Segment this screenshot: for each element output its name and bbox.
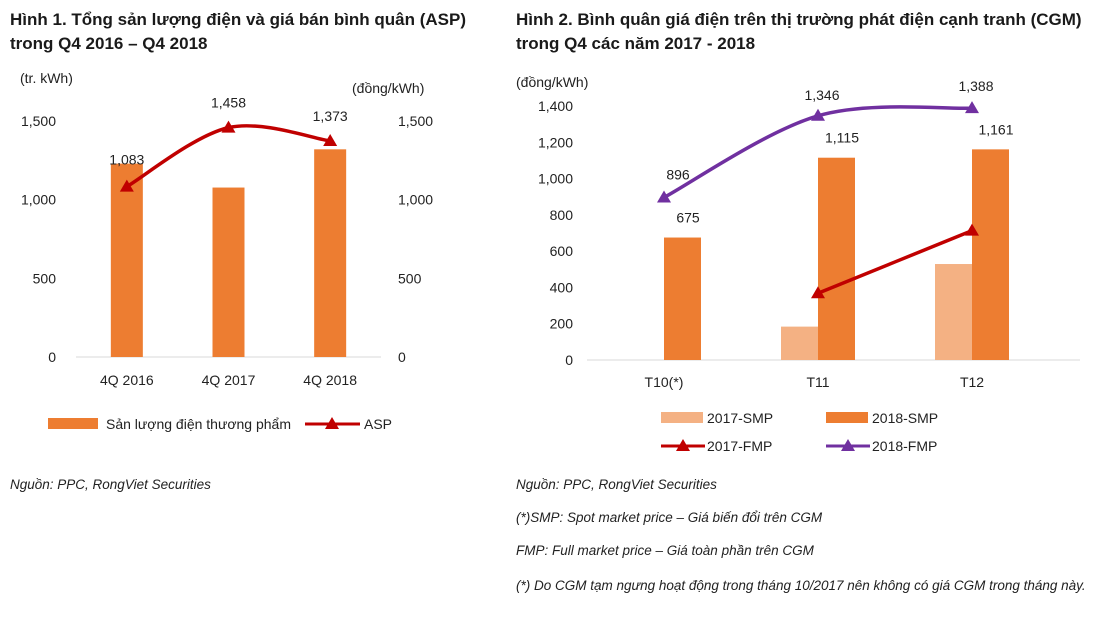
legend-swatch-2018-smp [826,412,868,423]
y-tick-label: 1,400 [538,98,573,114]
asp-marker [119,179,134,192]
x-tick-label: T11 [806,374,829,390]
x-tick-label: 4Q 2018 [303,372,357,388]
y2-tick-label: 0 [398,349,406,365]
bar-2018-smp [664,237,701,360]
figure-2-title: Hình 2. Bình quân giá điện trên thị trườ… [516,10,1082,53]
y2-axis-label: (đồng/kWh) [352,80,424,96]
legend-marker [325,417,339,429]
bar-4Q2018 [314,149,347,357]
y-axis-label: (đồng/kWh) [516,74,588,90]
asp-line [125,124,331,189]
marker-2018-fmp [965,101,979,114]
y-tick-label: 1,000 [538,171,573,187]
source-note-1: Nguồn: PPC, RongViet Securities [10,477,211,492]
x-tick-label: 4Q 2017 [202,372,256,388]
legend-marker [676,439,690,451]
legend-label: 2017-SMP [707,410,773,426]
bar-2018-smp-data-label: 675 [676,210,700,226]
line-2018-fmp-data-label: 1,346 [804,87,839,103]
bar-4Q2017 [212,187,245,357]
marker-2018-fmp [657,190,671,203]
legend-label: 2018-SMP [872,410,938,426]
y-tick-label: 800 [550,207,574,223]
x-tick-label: T12 [960,374,984,390]
fmp-note: FMP: Full market price – Giá toàn phần t… [516,543,814,558]
bar-2018-smp [972,149,1009,360]
asp-marker [221,120,236,133]
y-axis-label: (tr. kWh) [20,70,73,86]
legend-label: ASP [364,416,392,432]
y-tick-label: 200 [550,316,574,332]
figure-1-title: Hình 1. Tổng sản lượng điện và giá bán b… [10,10,467,53]
marker-2017-fmp [811,286,825,299]
legend-swatch-2017-smp [661,412,703,423]
marker-2017-fmp [965,223,979,236]
y2-tick-label: 1,500 [398,113,433,129]
y-tick-label: 600 [550,243,574,259]
y-tick-label: 1,200 [538,134,573,150]
y2-tick-label: 1,000 [398,192,433,208]
marker-2018-fmp [811,108,825,121]
footnote: (*) Do CGM tạm ngưng hoạt động trong thá… [516,578,1086,593]
asp-marker [323,133,338,146]
line-2017-fmp [817,229,973,295]
asp-data-label: 1,373 [313,108,348,124]
y-tick-label: 500 [33,270,57,286]
legend-label: 2018-FMP [872,438,937,454]
line-2018-fmp-data-label: 1,388 [958,78,993,94]
bar-4Q2016 [110,163,143,357]
asp-data-label: 1,083 [109,152,144,168]
y-tick-label: 0 [565,352,573,368]
bar-2017-smp [935,264,972,360]
y-tick-label: 1,500 [21,113,56,129]
y-tick-label: 0 [48,349,56,365]
x-tick-label: T10(*) [645,374,684,390]
bar-2018-smp-data-label: 1,161 [978,121,1013,137]
bar-2018-smp [818,157,855,360]
x-tick-label: 4Q 2016 [100,372,154,388]
source-note-2: Nguồn: PPC, RongViet Securities [516,477,717,492]
y-tick-label: 400 [550,279,574,295]
y2-tick-label: 500 [398,270,422,286]
smp-note: (*)SMP: Spot market price – Giá biến đổi… [516,510,823,525]
asp-data-label: 1,458 [211,95,246,111]
legend-label: Sản lượng điện thương phẩm [106,416,291,432]
legend-bar-swatch [48,418,98,429]
bar-2018-smp-data-label: 1,115 [825,130,859,146]
legend-label: 2017-FMP [707,438,772,454]
y-tick-label: 1,000 [21,192,56,208]
legend-marker [841,439,855,451]
line-2018-fmp-data-label: 896 [666,166,690,182]
bar-2017-smp [781,326,818,360]
